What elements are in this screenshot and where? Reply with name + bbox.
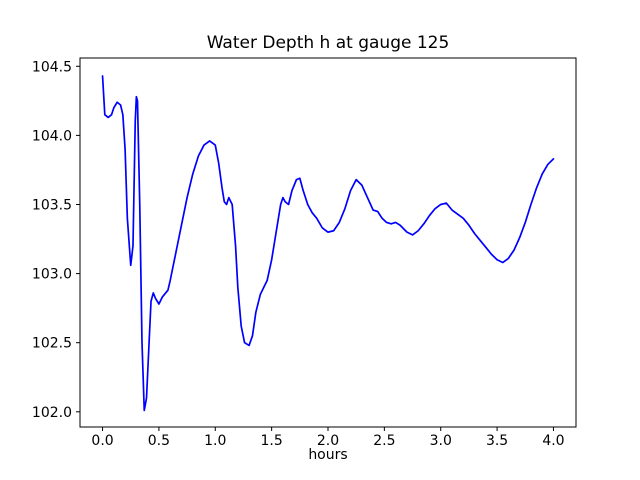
y-tick-label: 103.0 [32, 267, 72, 283]
y-tick-label: 102.0 [32, 405, 72, 421]
y-tick-label: 102.5 [32, 336, 72, 352]
x-tick-label: 1.0 [204, 433, 226, 449]
axes-frame [79, 57, 577, 428]
data-line [101, 75, 555, 412]
x-tick-label: 2.5 [373, 433, 395, 449]
x-tick-label: 4.0 [542, 433, 564, 449]
x-tick-label: 2.0 [317, 433, 339, 449]
y-tick-label: 104.5 [32, 59, 72, 75]
x-tick-label: 3.0 [430, 433, 452, 449]
y-tick-label: 104.0 [32, 128, 72, 144]
x-tick-label: 0.5 [148, 433, 170, 449]
x-axis-label: hours [308, 447, 348, 463]
x-tick-label: 1.5 [261, 433, 283, 449]
y-tick-label: 103.5 [32, 197, 72, 213]
x-tick-label: 3.5 [486, 433, 508, 449]
x-tick-label: 0.0 [91, 433, 113, 449]
chart-title: Water Depth h at gauge 125 [206, 33, 450, 53]
